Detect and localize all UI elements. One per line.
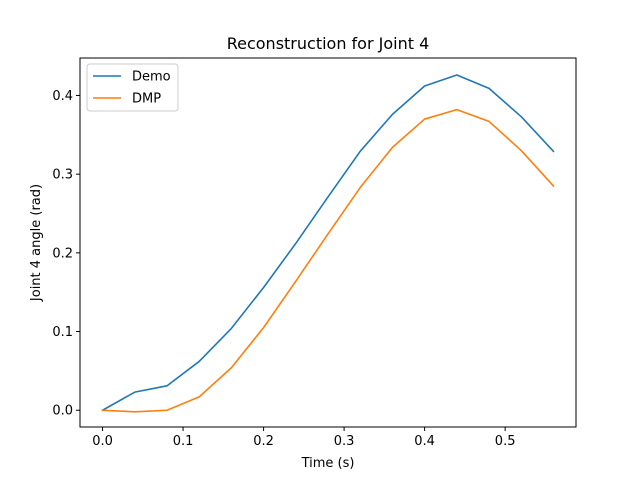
y-tick-label: 0.1 [52,325,73,340]
legend-label-demo: Demo [132,70,171,85]
y-tick-label: 0.0 [52,404,73,419]
series-lines [101,74,555,413]
x-tick-label: 0.1 [173,434,194,449]
x-tick-label: 0.2 [253,434,274,449]
x-tick-label: 0.5 [495,434,516,449]
x-axis-label: Time (s) [301,456,355,471]
legend-label-dmp: DMP [132,92,161,107]
y-tick-label: 0.3 [52,168,73,183]
chart-title: Reconstruction for Joint 4 [227,34,430,53]
x-tick-label: 0.0 [92,434,113,449]
x-tick-label: 0.4 [414,434,435,449]
y-tick-label: 0.2 [52,246,73,261]
y-axis-ticks: 0.0 0.1 0.2 0.3 0.4 [52,89,80,419]
series-line-dmp [101,108,555,413]
plot-frame [79,57,577,428]
x-tick-label: 0.3 [334,434,355,449]
legend: Demo DMP [86,63,179,112]
y-tick-label: 0.4 [52,89,73,104]
series-line-demo [101,74,555,412]
y-axis-label: Joint 4 angle (rad) [29,184,44,302]
x-axis-ticks: 0.0 0.1 0.2 0.3 0.4 0.5 [92,427,515,449]
